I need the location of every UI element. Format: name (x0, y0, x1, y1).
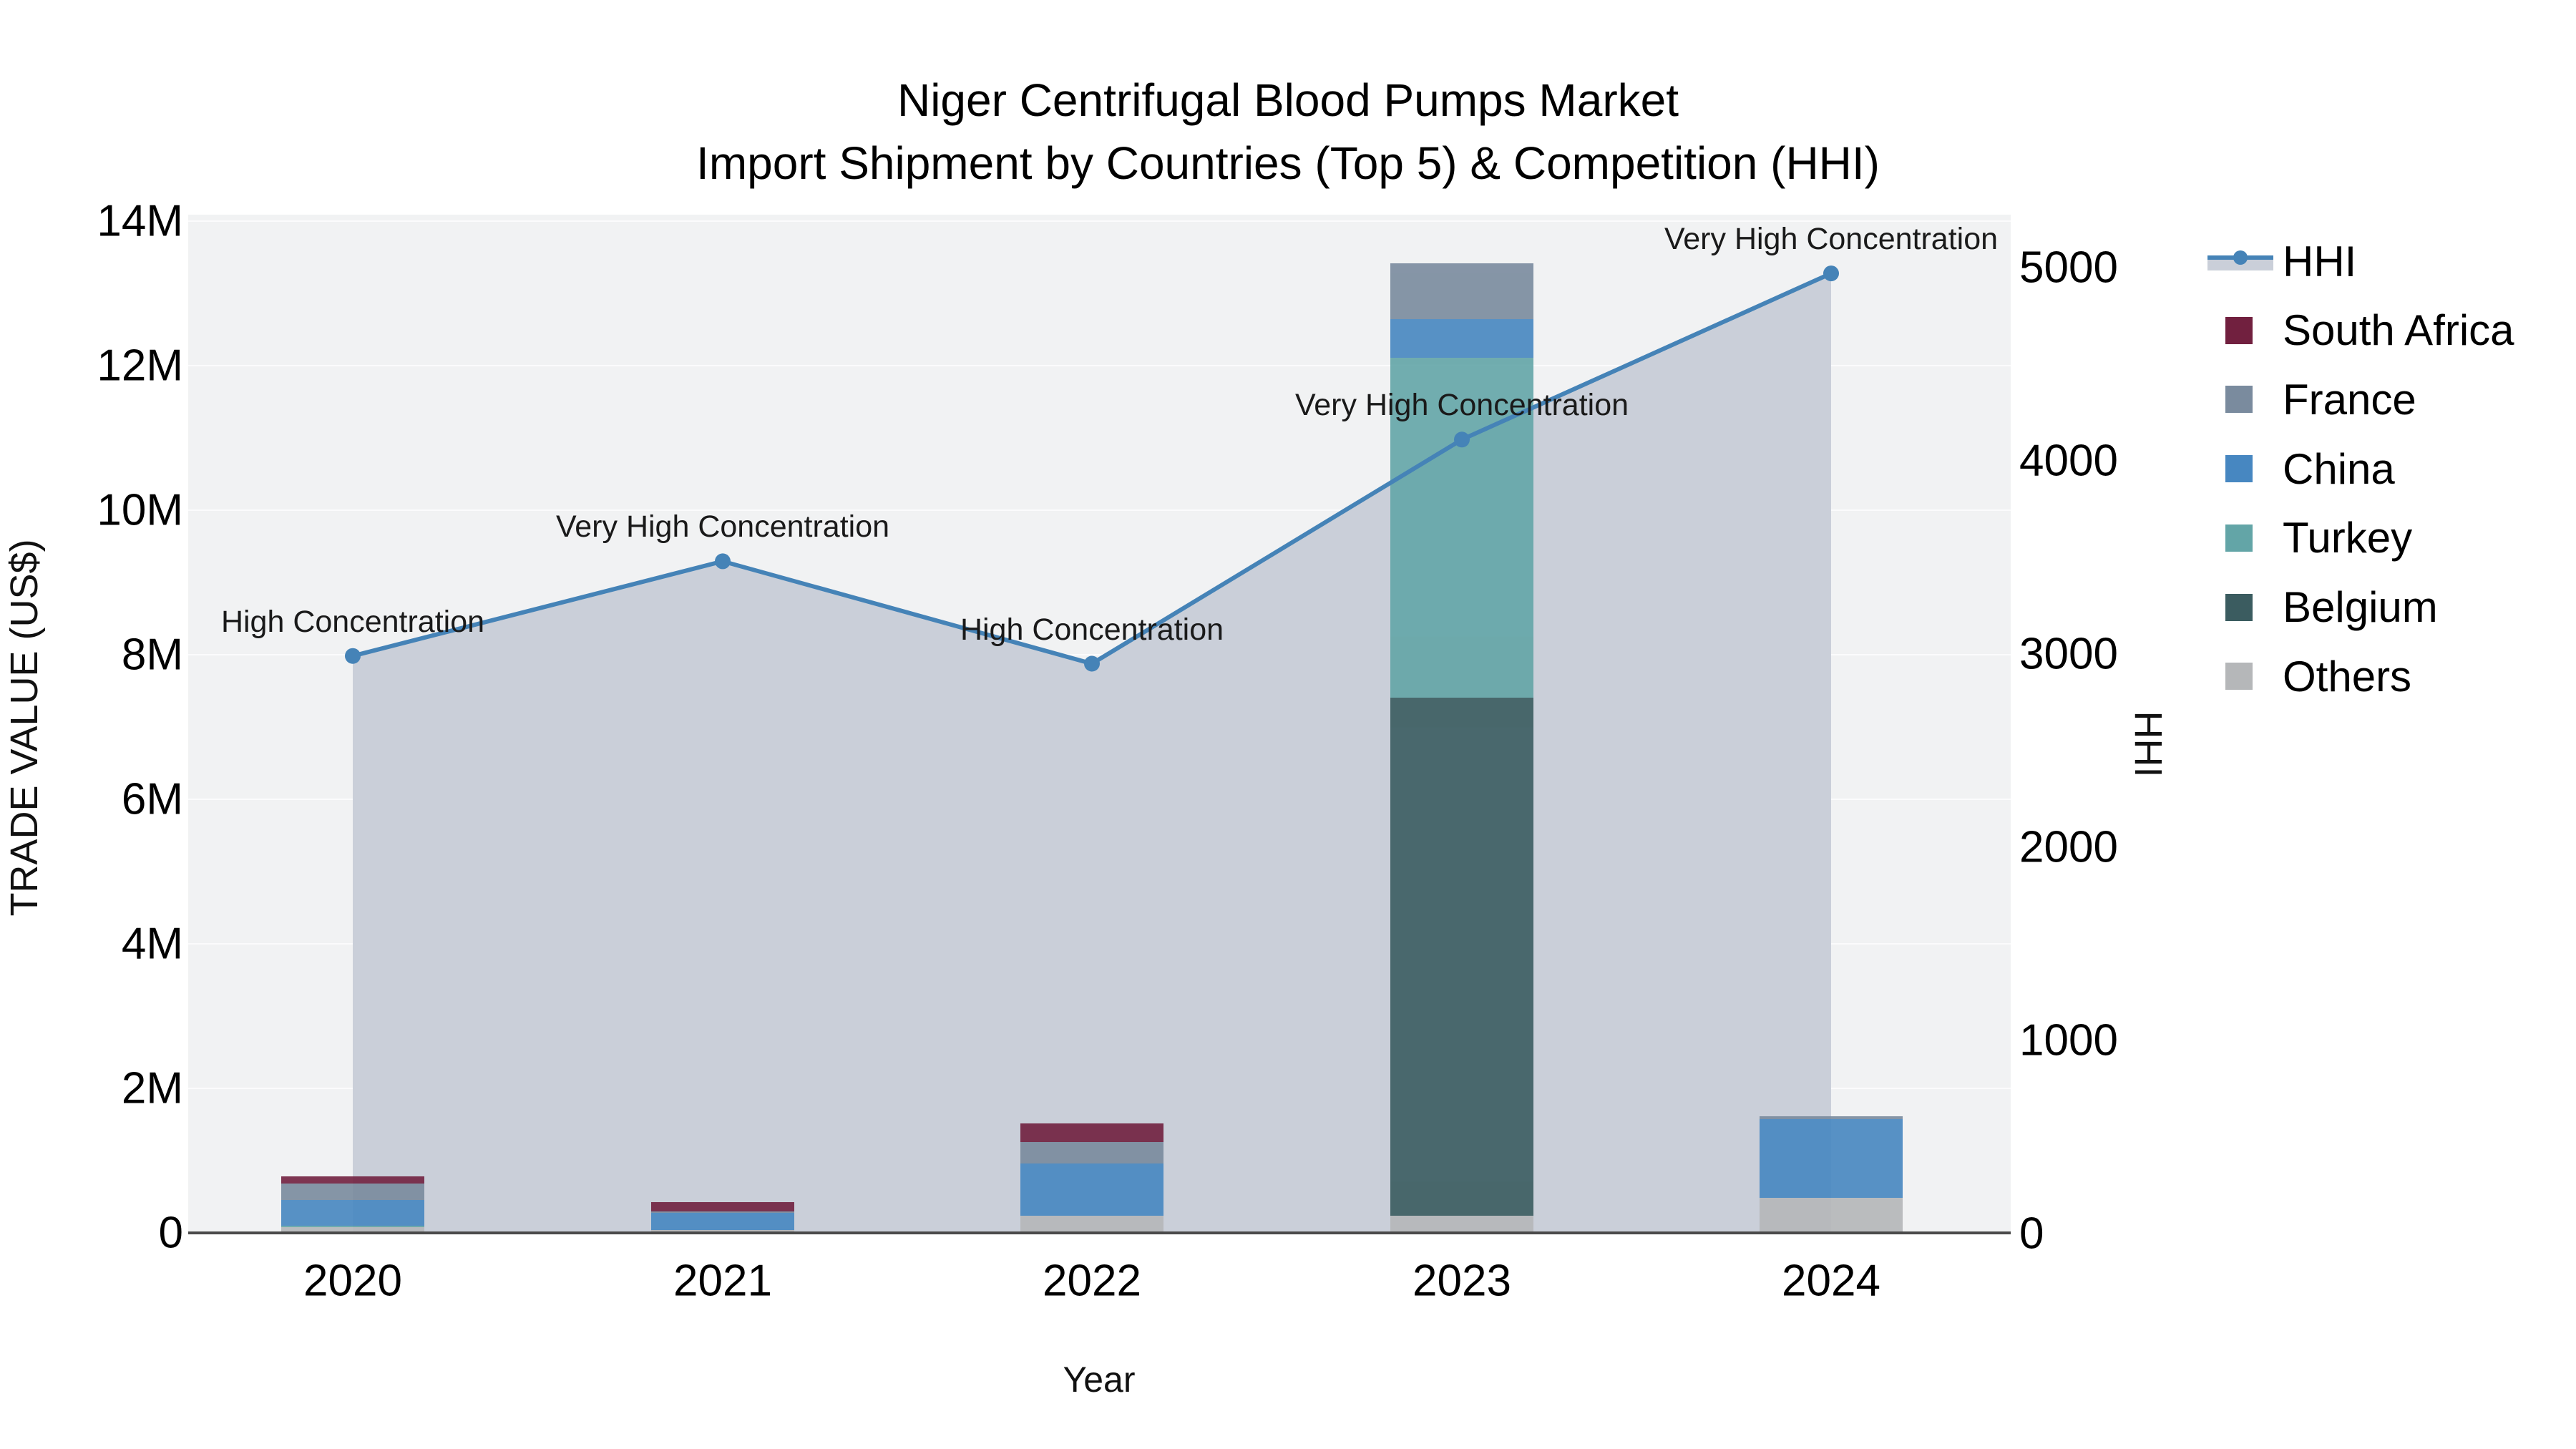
y-right-tick-0: 0 (2019, 1209, 2044, 1259)
hhi-line-layer (345, 265, 1839, 672)
chart-title-line1: Niger Centrifugal Blood Pumps Market (897, 74, 1679, 126)
hhi-line-swatch-icon (2207, 250, 2273, 270)
legend-item-china[interactable]: China (2207, 444, 2572, 494)
y-right-tick-1000: 1000 (2019, 1015, 2118, 1065)
legend-label-hhi: HHI (2283, 237, 2357, 286)
legend-item-south-africa[interactable]: South Africa (2207, 306, 2572, 356)
bar-segment-2021-south-africa[interactable] (651, 1201, 794, 1211)
legend-item-turkey[interactable]: Turkey (2207, 513, 2572, 563)
y-left-tick-6M: 6M (121, 774, 183, 824)
bar-segment-2024-china[interactable] (1760, 1119, 1903, 1198)
legend-label-belgium: Belgium (2283, 583, 2438, 631)
x-tick-2021: 2021 (673, 1256, 772, 1306)
hhi-marker-2024[interactable] (1823, 265, 1839, 282)
annotation-2021: Very High Concentration (555, 509, 890, 545)
bar-segment-2021-france[interactable] (651, 1211, 794, 1213)
hhi-marker-2020[interactable] (345, 648, 361, 664)
legend-item-others[interactable]: Others (2207, 651, 2572, 701)
bar-segment-2023-france[interactable] (1390, 263, 1533, 320)
annotation-2020: High Concentration (220, 604, 485, 639)
bar-segment-2021-china[interactable] (651, 1212, 794, 1230)
annotation-2022: High Concentration (960, 612, 1224, 647)
annotation-2023: Very High Concentration (1294, 388, 1629, 423)
bar-segment-2020-france[interactable] (281, 1184, 424, 1200)
bar-segment-2022-china[interactable] (1020, 1163, 1163, 1216)
gridline-8m (188, 654, 2011, 655)
bar-segment-2021-others[interactable] (651, 1229, 794, 1233)
legend-label-turkey: Turkey (2283, 514, 2413, 562)
hhi-marker-2021[interactable] (715, 553, 731, 570)
gridline-12m (188, 365, 2011, 366)
legend-item-france[interactable]: France (2207, 374, 2572, 424)
y-left-tick-12M: 12M (97, 341, 183, 391)
bar-2021[interactable] (651, 215, 794, 1233)
chart-title-line2: Import Shipment by Countries (Top 5) & C… (696, 137, 1880, 189)
bar-2020[interactable] (281, 215, 424, 1233)
x-axis-line (188, 1231, 2011, 1234)
x-axis-title: Year (1063, 1360, 1136, 1400)
y-left-tick-4M: 4M (121, 919, 183, 969)
bar-segment-2022-others[interactable] (1020, 1215, 1163, 1233)
bar-segment-2020-turkey[interactable] (281, 1225, 424, 1227)
legend-item-hhi[interactable]: HHI (2207, 236, 2572, 286)
x-tick-2024: 2024 (1782, 1256, 1880, 1306)
bar-segment-2022-south-africa[interactable] (1020, 1123, 1163, 1142)
y-left-tick-0: 0 (158, 1208, 183, 1258)
bar-2022[interactable] (1020, 215, 1163, 1233)
hhi-line (352, 271, 1833, 666)
plot-area[interactable]: High Concentration Very High Concentratio… (188, 215, 2011, 1233)
y-right-tick-5000: 5000 (2019, 243, 2118, 293)
bar-2023[interactable] (1390, 215, 1533, 1233)
y-right-tick-3000: 3000 (2019, 629, 2118, 679)
bar-segment-2023-turkey[interactable] (1390, 357, 1533, 698)
bar-segment-2023-others[interactable] (1390, 1215, 1533, 1233)
y-axis-left-title: TRADE VALUE (US$) (3, 539, 46, 917)
bar-segment-2020-south-africa[interactable] (281, 1176, 424, 1184)
legend-label-others: Others (2283, 652, 2412, 701)
legend-item-belgium[interactable]: Belgium (2207, 582, 2572, 633)
bar-2024[interactable] (1760, 215, 1903, 1233)
bar-segment-2024-others[interactable] (1760, 1197, 1903, 1233)
legend-label-south-africa: South Africa (2283, 306, 2514, 355)
legend-swatch-france-icon (2225, 386, 2253, 414)
legend-swatch-south-africa-icon (2225, 316, 2253, 344)
bar-segment-2022-france[interactable] (1020, 1141, 1163, 1164)
y-left-tick-8M: 8M (121, 630, 183, 680)
y-left-tick-10M: 10M (97, 485, 183, 535)
bar-segment-2020-others[interactable] (281, 1226, 424, 1233)
bar-segment-2023-china[interactable] (1390, 319, 1533, 358)
chart-title: Niger Centrifugal Blood Pumps Market Imp… (0, 69, 2576, 195)
hhi-marker-glyph (2233, 250, 2248, 265)
y-left-tick-14M: 14M (97, 196, 183, 246)
hhi-marker-2022[interactable] (1084, 655, 1100, 672)
x-tick-2020: 2020 (303, 1256, 402, 1306)
legend-label-china: China (2283, 444, 2395, 493)
x-tick-2023: 2023 (1413, 1256, 1511, 1306)
bar-segment-2024-france[interactable] (1760, 1116, 1903, 1120)
y-right-tick-2000: 2000 (2019, 822, 2118, 872)
y-right-tick-4000: 4000 (2019, 436, 2118, 486)
legend-swatch-china-icon (2225, 455, 2253, 483)
y-left-tick-2M: 2M (121, 1063, 183, 1113)
hhi-marker-2023[interactable] (1454, 431, 1470, 448)
legend-swatch-others-icon (2225, 663, 2253, 691)
gridline-10m (188, 509, 2011, 511)
annotation-2024: Very High Concentration (1664, 222, 1999, 257)
bar-segment-2023-belgium[interactable] (1390, 697, 1533, 1216)
y-axis-right-title: HHI (2127, 711, 2170, 778)
legend-swatch-turkey-icon (2225, 524, 2253, 552)
legend-swatch-belgium-icon (2225, 593, 2253, 621)
legend-label-france: France (2283, 375, 2416, 424)
bar-segment-2020-china[interactable] (281, 1199, 424, 1226)
x-tick-2022: 2022 (1043, 1256, 1141, 1306)
gridline-14m (188, 220, 2011, 222)
